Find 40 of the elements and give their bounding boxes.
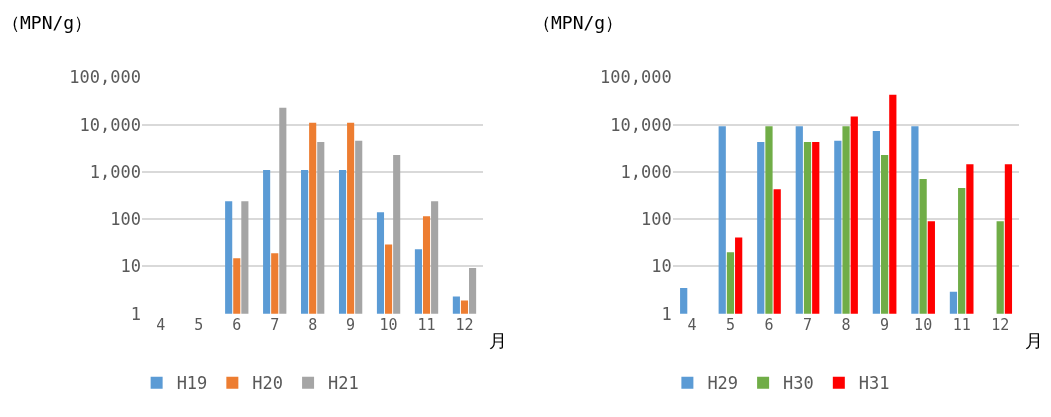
x-tick-label: 4: [687, 315, 697, 334]
legend-label: H19: [176, 373, 208, 394]
x-axis-title: 月: [489, 330, 507, 351]
y-tick-label: 10: [651, 256, 672, 277]
y-axis-title: （MPN/g）: [2, 12, 93, 33]
x-tick-label: 7: [270, 315, 280, 334]
y-tick-label: 100,000: [69, 67, 141, 88]
y-tick-label: 100: [640, 209, 672, 230]
y-tick-label: 1,000: [620, 161, 672, 182]
y-tick-label: 100: [110, 209, 141, 230]
legend-label: H30: [783, 373, 814, 394]
y-tick-label: 10,000: [79, 114, 141, 135]
x-tick-label: 6: [764, 315, 774, 334]
x-tick-label: 11: [952, 315, 971, 334]
y-tick-label: 1: [661, 303, 672, 324]
x-tick-label: 6: [232, 315, 242, 334]
legend-label: H20: [252, 373, 284, 394]
x-axis-title: 月: [1025, 330, 1043, 351]
y-tick-label: 1,000: [89, 161, 141, 182]
x-tick-label: 5: [194, 315, 204, 334]
x-tick-label: 9: [880, 315, 890, 334]
x-tick-label: 10: [379, 315, 398, 334]
x-tick-label: 5: [725, 315, 735, 334]
x-tick-label: 9: [346, 315, 356, 334]
y-tick-label: 1: [130, 303, 141, 324]
x-tick-label: 8: [841, 315, 851, 334]
y-axis-title: （MPN/g）: [533, 12, 624, 33]
x-tick-label: 8: [308, 315, 318, 334]
x-tick-label: 12: [455, 315, 474, 334]
legend-label: H29: [707, 373, 739, 394]
y-tick-label: 10: [120, 256, 141, 277]
x-tick-label: 7: [803, 315, 813, 334]
legend-label: H31: [858, 373, 890, 394]
y-tick-label: 100,000: [599, 67, 672, 88]
x-tick-label: 4: [156, 315, 166, 334]
x-tick-label: 10: [914, 315, 933, 334]
legend-label: H21: [328, 373, 359, 394]
x-tick-label: 12: [991, 315, 1010, 334]
y-tick-label: 10,000: [610, 114, 672, 135]
x-tick-label: 11: [417, 315, 436, 334]
